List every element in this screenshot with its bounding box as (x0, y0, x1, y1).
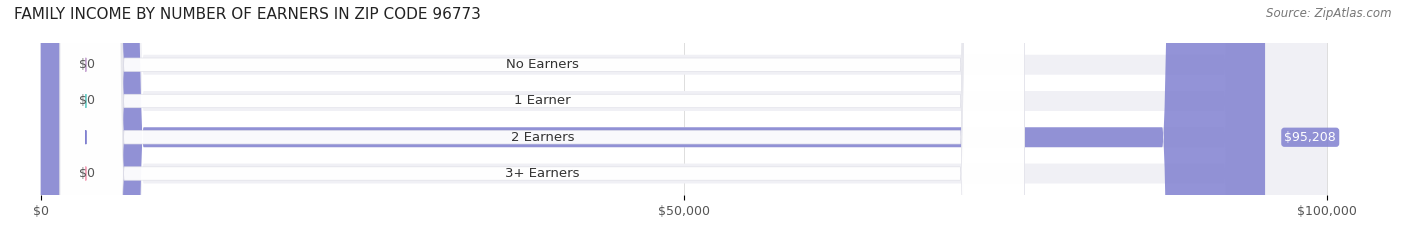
FancyBboxPatch shape (60, 0, 1025, 233)
Text: $95,208: $95,208 (1284, 131, 1336, 144)
Text: No Earners: No Earners (506, 58, 579, 71)
FancyBboxPatch shape (60, 0, 1025, 233)
FancyBboxPatch shape (41, 0, 1327, 233)
FancyBboxPatch shape (60, 0, 1025, 233)
FancyBboxPatch shape (41, 0, 1265, 233)
FancyBboxPatch shape (41, 0, 1327, 233)
Text: 1 Earner: 1 Earner (515, 95, 571, 107)
Text: $0: $0 (79, 167, 96, 180)
Text: Source: ZipAtlas.com: Source: ZipAtlas.com (1267, 7, 1392, 20)
FancyBboxPatch shape (41, 0, 1327, 233)
FancyBboxPatch shape (41, 0, 1327, 233)
Text: 2 Earners: 2 Earners (510, 131, 574, 144)
Text: $0: $0 (79, 58, 96, 71)
FancyBboxPatch shape (60, 0, 1025, 233)
Text: $0: $0 (79, 95, 96, 107)
Text: 3+ Earners: 3+ Earners (505, 167, 579, 180)
Text: FAMILY INCOME BY NUMBER OF EARNERS IN ZIP CODE 96773: FAMILY INCOME BY NUMBER OF EARNERS IN ZI… (14, 7, 481, 22)
